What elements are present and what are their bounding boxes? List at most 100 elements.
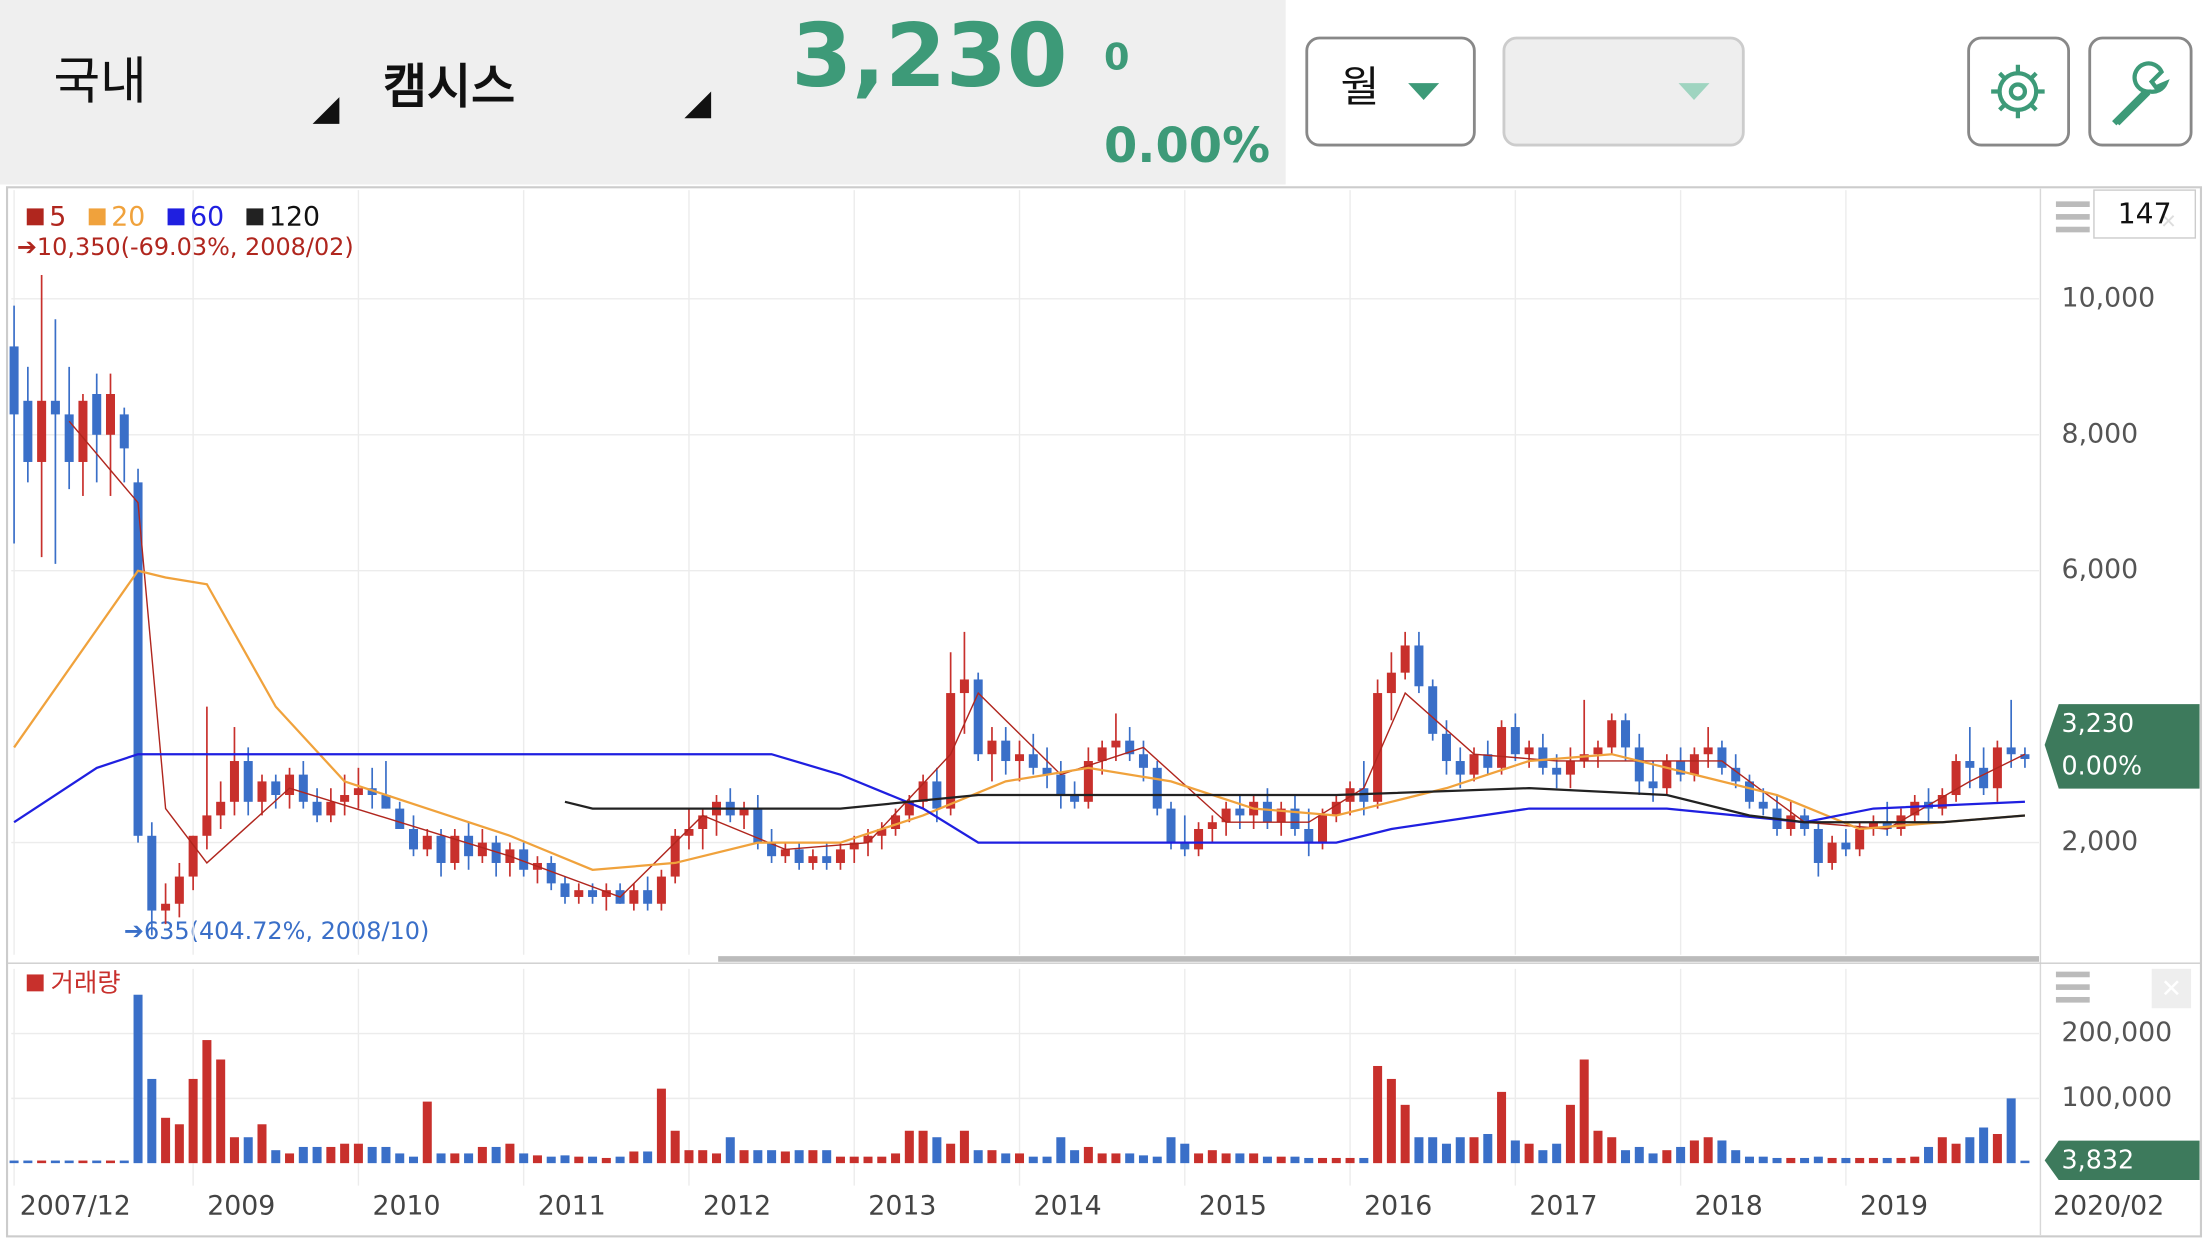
candle-body	[64, 414, 74, 462]
period-select[interactable]	[1305, 36, 1476, 147]
candle-body	[1414, 645, 1424, 687]
candle-body	[1070, 795, 1080, 802]
candle-body	[588, 890, 598, 897]
candle-body	[1827, 842, 1837, 863]
tools-button[interactable]	[2088, 36, 2193, 147]
candle-body	[353, 788, 363, 796]
candle-body	[1318, 815, 1328, 843]
candle-body	[491, 842, 501, 863]
volume-bar	[464, 1153, 474, 1164]
candle-body	[1565, 761, 1575, 775]
secondary-dropdown-icon[interactable]	[1678, 83, 1710, 100]
close-icon[interactable]: ✕	[2160, 210, 2177, 233]
volume-bar	[1304, 1157, 1314, 1164]
volume-bar	[243, 1137, 253, 1164]
volume-bar	[1042, 1156, 1052, 1164]
candle-body	[1744, 781, 1754, 802]
volume-bar	[257, 1124, 267, 1164]
candle-body	[1469, 754, 1479, 775]
volume-bar	[1689, 1140, 1699, 1164]
x-tick-label: 2014	[1034, 1190, 1102, 1221]
volume-bar	[1441, 1143, 1451, 1164]
market-select[interactable]: 국내	[54, 51, 147, 110]
volume-bar	[1152, 1156, 1162, 1164]
count-box[interactable]	[2093, 189, 2197, 239]
candle-body	[298, 774, 308, 802]
volume-bar	[1386, 1078, 1396, 1164]
candle-body	[753, 808, 763, 843]
volume-bar	[491, 1146, 501, 1164]
volume-bar	[1579, 1059, 1589, 1164]
volume-bar	[698, 1150, 708, 1164]
volume-bar	[1097, 1153, 1107, 1164]
volume-bar	[9, 1160, 19, 1164]
volume-menu-icon[interactable]	[2055, 971, 2090, 1003]
volume-close[interactable]	[2151, 968, 2192, 1009]
candle-body	[546, 862, 556, 884]
volume-tag-value: 3,832	[2062, 1145, 2135, 1175]
candle-body	[780, 849, 790, 857]
candle-count[interactable]: 147	[2118, 197, 2172, 230]
period-label[interactable]: 월	[1341, 63, 1380, 112]
y-tick-label: 10,000	[2062, 282, 2156, 313]
candle-body	[1194, 828, 1204, 850]
candle-body	[1868, 822, 1878, 829]
price-tag	[2044, 704, 2200, 789]
volume-bar	[1510, 1140, 1520, 1164]
x-tick-label: 2007/12	[20, 1190, 131, 1221]
candle-body	[739, 808, 749, 816]
volume-bar	[1607, 1137, 1617, 1164]
volume-bar	[1855, 1157, 1865, 1164]
volume-bar	[973, 1150, 983, 1164]
volume-bar	[1758, 1156, 1768, 1164]
volume-bar	[1359, 1157, 1369, 1164]
candle-body	[1910, 801, 1920, 816]
candle-body	[147, 835, 157, 911]
volume-bar	[1001, 1153, 1011, 1164]
candle-body	[767, 842, 777, 857]
volume-bar	[1138, 1155, 1148, 1164]
scrollbar[interactable]	[718, 956, 2040, 962]
ma-line	[13, 569, 2026, 871]
wrench-icon[interactable]	[2112, 61, 2170, 126]
candle-body	[877, 828, 887, 836]
y-tick-label: 8,000	[2062, 418, 2139, 449]
candle-body	[202, 815, 212, 836]
volume-bar	[1428, 1137, 1438, 1164]
candle-body	[1441, 733, 1451, 762]
stock-name[interactable]: 캠시스	[383, 60, 515, 115]
period-dropdown-icon[interactable]	[1408, 83, 1440, 100]
volume-bar	[1896, 1157, 1906, 1164]
x-tick-label: 2016	[1364, 1190, 1432, 1221]
candle-body	[1662, 761, 1672, 789]
candle-body	[119, 414, 129, 449]
candle-body	[2006, 747, 2016, 755]
volume-bar	[298, 1146, 308, 1164]
volume-bar	[849, 1156, 859, 1164]
volume-bar	[1951, 1143, 1961, 1164]
volume-bar	[1125, 1153, 1135, 1164]
secondary-select[interactable]	[1502, 36, 1745, 147]
candle-body	[904, 801, 914, 816]
legend-swatch	[26, 208, 44, 226]
candle-body	[105, 394, 115, 435]
volume-bar	[574, 1156, 584, 1164]
volume-bar	[202, 1040, 212, 1164]
gear-icon[interactable]	[1991, 64, 2045, 119]
candle-body	[1676, 761, 1686, 775]
y-tick-label: 2,000	[2062, 826, 2139, 857]
volume-bar	[326, 1146, 336, 1164]
volume-bar	[1924, 1146, 1934, 1164]
volume-bar	[1207, 1150, 1217, 1164]
settings-button[interactable]	[1967, 36, 2070, 147]
close-icon[interactable]: ✕	[2161, 973, 2182, 1003]
price-menu-icon[interactable]	[2055, 201, 2090, 233]
volume-bar	[1662, 1150, 1672, 1164]
legend-swatch	[167, 208, 185, 226]
volume-bar	[147, 1078, 157, 1164]
candle-body	[601, 890, 611, 897]
volume-bar	[615, 1156, 625, 1164]
volume-bar	[1703, 1137, 1713, 1164]
candle-body	[1386, 672, 1396, 694]
candle-body	[1552, 767, 1562, 775]
